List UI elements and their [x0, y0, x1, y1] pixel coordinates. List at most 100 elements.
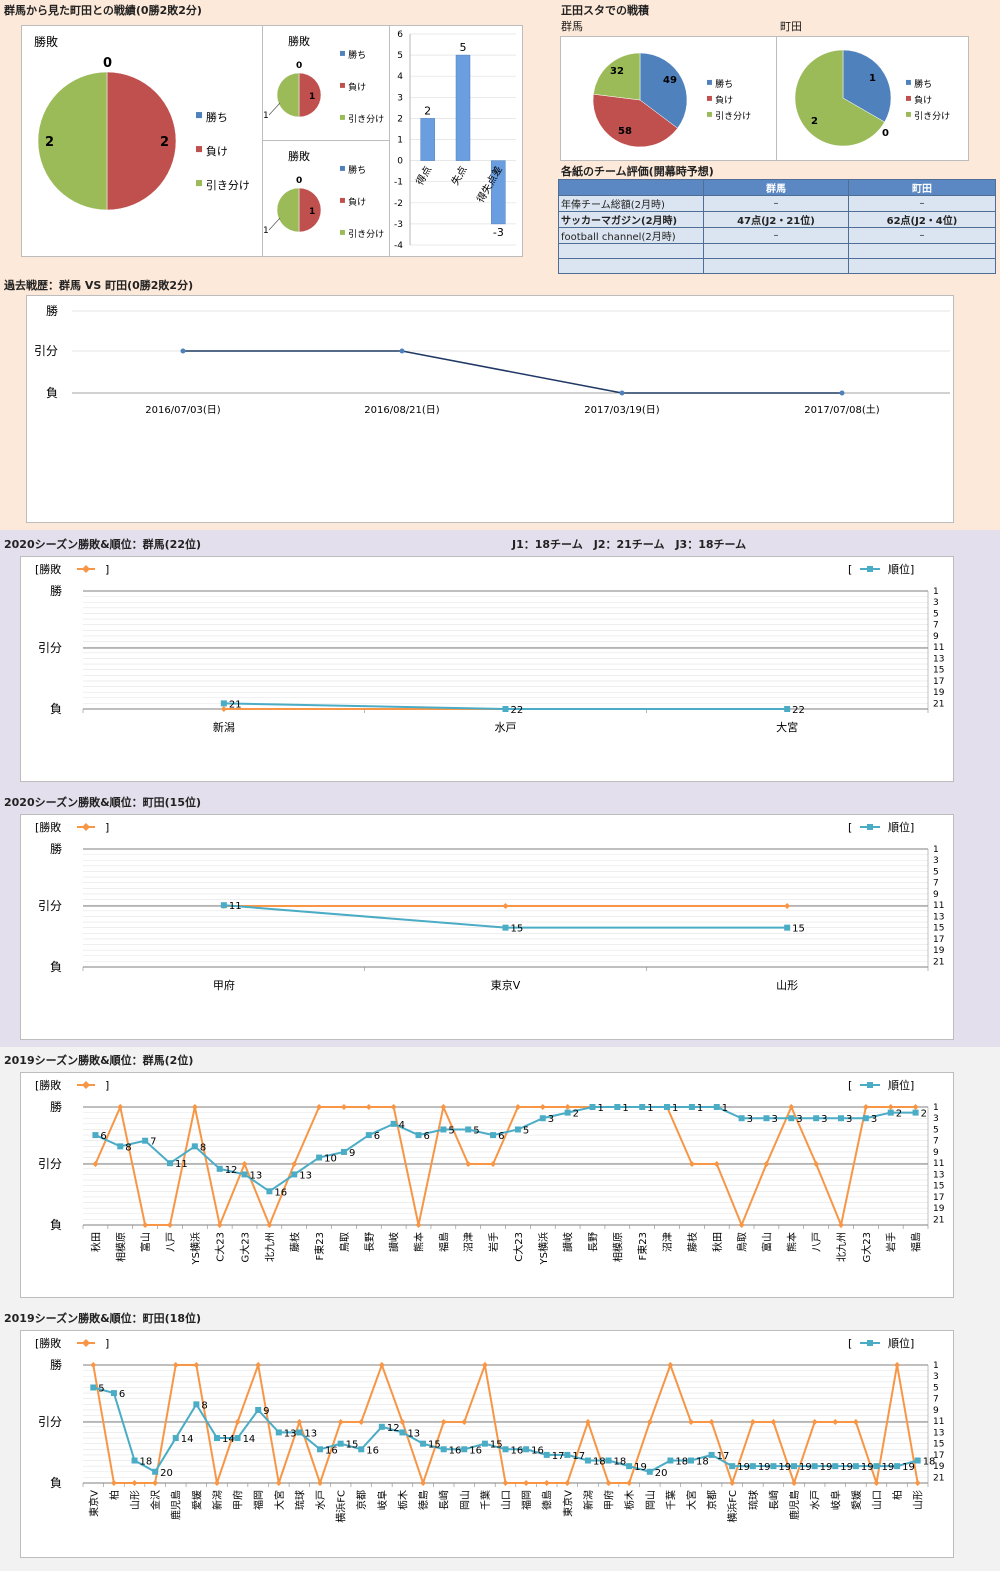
rank-value-label: 16 [325, 1445, 338, 1456]
rank-tick-label: 19 [933, 946, 945, 956]
pie-label-draw: 2 [45, 135, 54, 150]
x-category-label: 新潟 [211, 1490, 224, 1510]
result-y-label: 負 [50, 1218, 62, 1232]
s2020m-title: 2020シーズン勝敗&順位：町田(15位) [4, 796, 202, 809]
x-category-label: 熊本 [413, 1232, 426, 1252]
x-category-label: 新潟 [582, 1490, 595, 1510]
rank-point [664, 1104, 671, 1110]
summary-charts: 勝敗022勝ち負け引き分け勝敗011勝ち負け引き分け勝敗011勝ち負け引き分け6… [34, 30, 516, 251]
rank-value-label: 12 [225, 1165, 238, 1176]
result-point [564, 1480, 571, 1486]
rank-tick-label: 19 [933, 1204, 945, 1214]
rank-point [564, 1109, 571, 1116]
past-y-label: 引分 [34, 344, 58, 358]
x-category-label: F東23 [636, 1232, 649, 1260]
rank-point [220, 902, 227, 909]
bar-tick-label: 6 [397, 30, 403, 40]
bar-tick-label: -4 [394, 241, 403, 251]
past-chart-panel [26, 295, 954, 523]
past-result-point [180, 348, 186, 354]
result-point [687, 1419, 694, 1425]
result-y-label: 負 [50, 960, 62, 974]
x-category-label: C大23 [214, 1232, 227, 1262]
bar-tick-label: 0 [397, 157, 403, 167]
result-point [191, 1104, 198, 1110]
rank-point [213, 1435, 220, 1442]
x-category-label: YS横浜 [537, 1232, 550, 1265]
x-category-label: 鳥取 [736, 1232, 749, 1252]
past-date-label: 2016/08/21(日) [364, 405, 440, 416]
rank-point [543, 1451, 550, 1458]
eval-header-machida: 町田 [848, 179, 996, 196]
pie-label-lose: 0 [882, 128, 889, 139]
legend-result-bracket: ] [105, 1079, 109, 1092]
rank-value-label: 20 [655, 1468, 668, 1479]
x-category-label: 沼津 [661, 1232, 674, 1252]
rank-value-label: 3 [846, 1114, 852, 1125]
legend-label: 負け [206, 145, 228, 158]
legend-rank-bracket: [ [848, 821, 852, 834]
rank-value-label: 9 [349, 1148, 355, 1159]
result-point [832, 1419, 839, 1425]
x-category-label: 大宮 [685, 1490, 698, 1510]
x-category-label: 富山 [139, 1232, 152, 1252]
x-category-label: 千葉 [664, 1490, 677, 1510]
rank-point [234, 1435, 241, 1442]
x-category-label: 岩手 [885, 1232, 898, 1252]
result-point [461, 1419, 468, 1425]
x-category-label: 京都 [706, 1490, 719, 1510]
rank-tick-label: 13 [933, 912, 944, 922]
x-category-label: 藤枝 [288, 1232, 301, 1252]
result-point [646, 1419, 653, 1425]
x-category-label: C大23 [512, 1232, 525, 1262]
legend-swatch [707, 111, 712, 117]
rank-value-label: 6 [100, 1131, 106, 1142]
result-y-label: 引分 [38, 899, 62, 913]
rank-value-label: 6 [374, 1131, 380, 1142]
result-point [213, 1480, 220, 1486]
legend-rank-label: 順位] [888, 1078, 914, 1092]
result-point [813, 1161, 820, 1167]
bar-value-label: 2 [424, 104, 431, 117]
s2020g-chart-panel [20, 556, 954, 782]
pie-label-win: 0 [103, 56, 112, 71]
rank-point [337, 1440, 344, 1447]
result-point [738, 1222, 745, 1228]
result-point [887, 1104, 894, 1110]
legend-swatch [340, 229, 345, 235]
rank-point [340, 1148, 347, 1155]
rank-point [832, 1463, 839, 1470]
stadium-left-title: 群馬 [561, 20, 583, 33]
result-y-label: 負 [50, 1476, 62, 1490]
result-point [784, 903, 791, 909]
legend-swatch [340, 165, 345, 171]
rank-point [646, 1468, 653, 1475]
x-category-label: 山口 [501, 1490, 513, 1510]
rank-value-label: 12 [387, 1423, 400, 1434]
rank-point [241, 1171, 248, 1178]
legend-swatch [906, 95, 911, 101]
bar-tick-label: 2 [397, 114, 403, 124]
legend-swatch [196, 180, 203, 187]
rank-point [713, 1104, 720, 1110]
x-category-label: 京都 [355, 1490, 368, 1510]
result-point [365, 1104, 372, 1110]
legend-result-marker [82, 1339, 90, 1347]
x-category-label: 栃木 [623, 1490, 636, 1510]
rank-point [589, 1104, 596, 1110]
legend-label: 引き分け [348, 229, 384, 240]
result-point [770, 1419, 777, 1425]
rank-point [275, 1429, 282, 1436]
legend-rank-bracket: [ [848, 563, 852, 576]
legend-label: 引き分け [348, 114, 384, 125]
rank-value-label: 14 [222, 1434, 235, 1445]
bar-tick-label: 3 [397, 93, 403, 103]
x-category-label: 讃岐 [562, 1232, 575, 1252]
s2019g-chart-panel [20, 1072, 954, 1298]
result-point [92, 1161, 99, 1167]
rank-value-label: 3 [871, 1114, 877, 1125]
rank-tick-label: 15 [933, 924, 944, 934]
rank-point [92, 1132, 99, 1139]
result-point [316, 1104, 323, 1110]
x-category-label: 沼津 [462, 1232, 475, 1252]
